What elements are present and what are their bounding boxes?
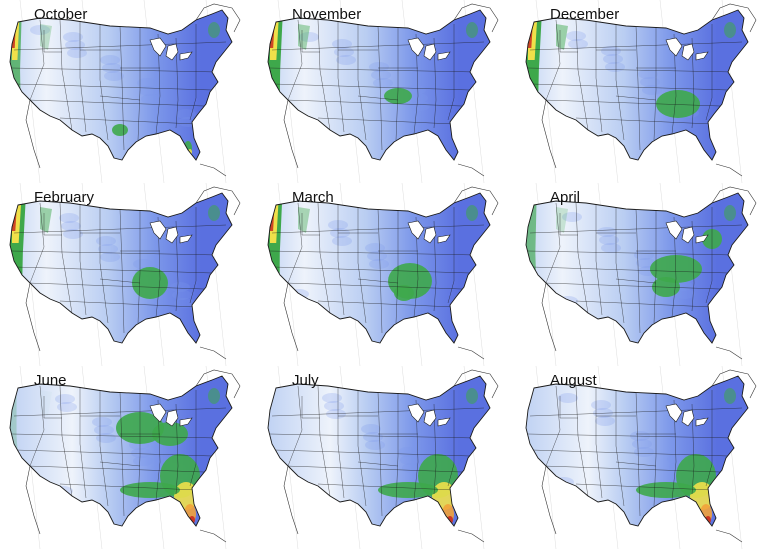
precip-map: [267, 366, 499, 549]
month-title: October: [34, 6, 88, 23]
precip-map: [267, 183, 499, 366]
map-panel-december: December: [516, 0, 774, 183]
month-title: August: [550, 372, 597, 389]
map-panel-november: November: [258, 0, 516, 183]
precip-map: [9, 183, 241, 366]
month-title: November: [292, 6, 362, 23]
month-title: June: [34, 372, 67, 389]
precip-map: [525, 0, 757, 183]
precip-map: [9, 0, 241, 183]
map-panel-april: April: [516, 183, 774, 366]
map-panel-june: June: [0, 366, 258, 549]
month-title: April: [550, 189, 581, 206]
month-title: July: [292, 372, 319, 389]
map-panel-august: August: [516, 366, 774, 549]
map-panel-july: July: [258, 366, 516, 549]
month-title: February: [34, 189, 95, 206]
month-title: December: [550, 6, 620, 23]
precip-map: [525, 366, 757, 549]
month-title: March: [292, 189, 334, 206]
precip-map: [267, 0, 499, 183]
map-panel-february: February: [0, 183, 258, 366]
precip-map: [9, 366, 241, 549]
precip-map: [525, 183, 757, 366]
map-panel-march: March: [258, 183, 516, 366]
map-panel-october: October: [0, 0, 258, 183]
